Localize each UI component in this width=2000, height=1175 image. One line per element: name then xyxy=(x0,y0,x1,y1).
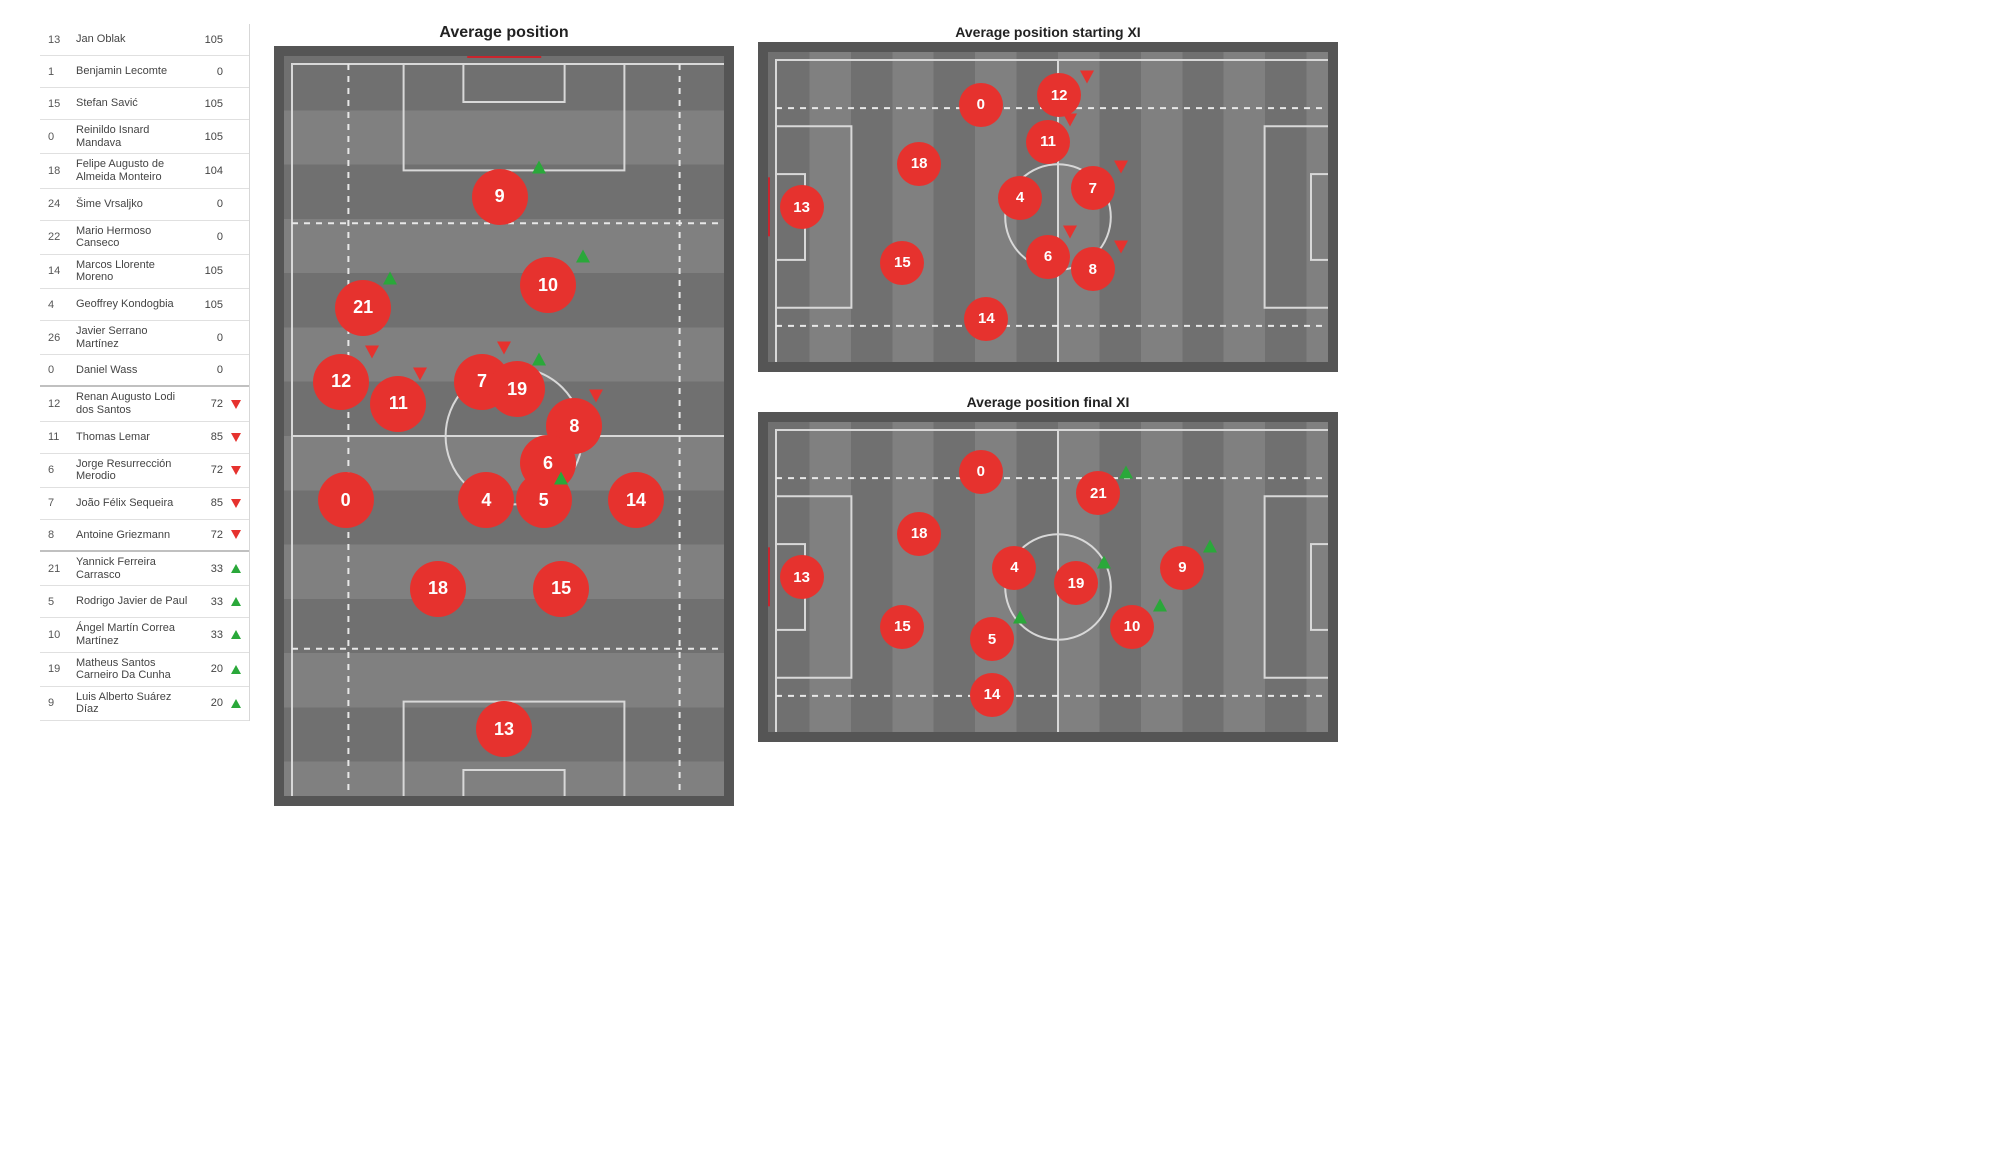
player-marker: 0 xyxy=(959,450,1003,494)
pitch-final: 13 15 18 14 0 4 5 19 21 109 xyxy=(758,412,1338,742)
sub-on-icon xyxy=(231,564,241,573)
final-pitch-title: Average position final XI xyxy=(758,394,1338,410)
player-row: 26Javier Serrano Martínez0 xyxy=(40,321,249,355)
main-pitch-panel: Average position 91021127191186504141815… xyxy=(274,24,734,806)
player-row: 4Geoffrey Kondogbia105 xyxy=(40,289,249,321)
player-marker: 4 xyxy=(998,176,1042,220)
player-marker: 18 xyxy=(897,512,941,556)
player-marker: 15 xyxy=(880,605,924,649)
player-row: 10Ángel Martín Correa Martínez33 xyxy=(40,618,249,652)
player-marker: 10 xyxy=(1110,605,1154,649)
player-row: 14Marcos Llorente Moreno105 xyxy=(40,255,249,289)
player-row: 19Matheus Santos Carneiro Da Cunha20 xyxy=(40,653,249,687)
sub-on-icon xyxy=(1097,555,1111,568)
player-marker: 21 xyxy=(335,280,391,336)
player-row: 24Šime Vrsaljko0 xyxy=(40,189,249,221)
player-marker: 0 xyxy=(318,472,374,528)
player-row: 18Felipe Augusto de Almeida Monteiro104 xyxy=(40,154,249,188)
main-pitch-title: Average position xyxy=(274,24,734,42)
player-row: 6Jorge Resurrección Merodio72 xyxy=(40,454,249,488)
pitch-main: 9102112719118650414181513 xyxy=(274,46,734,806)
sub-off-icon xyxy=(497,342,511,355)
player-marker: 9 xyxy=(472,169,528,225)
player-row: 21Yannick Ferreira Carrasco33 xyxy=(40,552,249,586)
player-row: 0Daniel Wass0 xyxy=(40,355,249,387)
sub-on-icon xyxy=(554,471,568,484)
player-marker: 18 xyxy=(897,142,941,186)
player-table: 13Jan Oblak1051Benjamin Lecomte015Stefan… xyxy=(40,24,250,721)
sub-on-icon xyxy=(576,249,590,262)
player-marker: 0 xyxy=(959,83,1003,127)
player-row: 22Mario Hermoso Canseco0 xyxy=(40,221,249,255)
player-marker: 11 xyxy=(370,376,426,432)
player-row: 15Stefan Savić105 xyxy=(40,88,249,120)
player-marker: 18 xyxy=(410,561,466,617)
player-row: 0Reinildo Isnard Mandava105 xyxy=(40,120,249,154)
pitch-markings xyxy=(768,422,1338,742)
player-marker: 9 xyxy=(1160,546,1204,590)
sub-off-icon xyxy=(231,530,241,539)
player-row: 5Rodrigo Javier de Paul33 xyxy=(40,586,249,618)
player-marker: 12 xyxy=(1037,73,1081,117)
sub-on-icon xyxy=(1153,598,1167,611)
sub-on-icon xyxy=(532,353,546,366)
sub-on-icon xyxy=(532,161,546,174)
sub-off-icon xyxy=(1063,225,1077,238)
player-marker: 4 xyxy=(992,546,1036,590)
sub-off-icon xyxy=(365,346,379,359)
sub-on-icon xyxy=(1203,540,1217,553)
player-marker: 13 xyxy=(780,555,824,599)
player-marker: 7 xyxy=(1071,166,1115,210)
player-marker: 15 xyxy=(880,241,924,285)
sub-off-icon xyxy=(554,427,568,440)
sub-on-icon xyxy=(231,699,241,708)
player-marker: 19 xyxy=(489,361,545,417)
sub-on-icon xyxy=(231,630,241,639)
player-marker: 13 xyxy=(476,701,532,757)
player-marker: 14 xyxy=(970,673,1014,717)
player-row: 9Luis Alberto Suárez Díaz20 xyxy=(40,687,249,721)
sub-on-icon xyxy=(383,272,397,285)
player-row: 1Benjamin Lecomte0 xyxy=(40,56,249,88)
sub-off-icon xyxy=(1080,70,1094,83)
player-marker: 21 xyxy=(1076,471,1120,515)
player-row: 12Renan Augusto Lodi dos Santos72 xyxy=(40,387,249,421)
player-marker: 10 xyxy=(520,257,576,313)
sub-off-icon xyxy=(413,368,427,381)
sub-on-icon xyxy=(231,665,241,674)
player-marker: 14 xyxy=(964,297,1008,341)
player-marker: 12 xyxy=(313,354,369,410)
player-row: 8Antoine Griezmann72 xyxy=(40,520,249,552)
player-marker: 19 xyxy=(1054,561,1098,605)
player-marker: 8 xyxy=(1071,247,1115,291)
player-marker: 6 xyxy=(1026,235,1070,279)
sub-off-icon xyxy=(231,433,241,442)
sub-on-icon xyxy=(1119,465,1133,478)
sub-off-icon xyxy=(589,390,603,403)
player-marker: 13 xyxy=(780,185,824,229)
player-row: 13Jan Oblak105 xyxy=(40,24,249,56)
final-pitch-panel: Average position final XI 13 15 18 14 0 4 5 19 2… xyxy=(758,394,1338,742)
sub-off-icon xyxy=(231,499,241,508)
player-row: 7João Félix Sequeira85 xyxy=(40,488,249,520)
player-marker: 4 xyxy=(458,472,514,528)
pitch-markings xyxy=(284,56,734,806)
sub-on-icon xyxy=(1013,611,1027,624)
player-marker: 5 xyxy=(970,617,1014,661)
player-row: 11Thomas Lemar85 xyxy=(40,422,249,454)
player-marker: 15 xyxy=(533,561,589,617)
start-pitch-panel: Average position starting XI 13 15 18 14 0 4 6… xyxy=(758,24,1338,372)
sub-off-icon xyxy=(1114,241,1128,254)
start-pitch-title: Average position starting XI xyxy=(758,24,1338,40)
sub-off-icon xyxy=(231,466,241,475)
sub-off-icon xyxy=(1114,160,1128,173)
sub-on-icon xyxy=(231,597,241,606)
sub-off-icon xyxy=(231,400,241,409)
player-marker: 14 xyxy=(608,472,664,528)
pitch-start: 13151814046111278 xyxy=(758,42,1338,372)
